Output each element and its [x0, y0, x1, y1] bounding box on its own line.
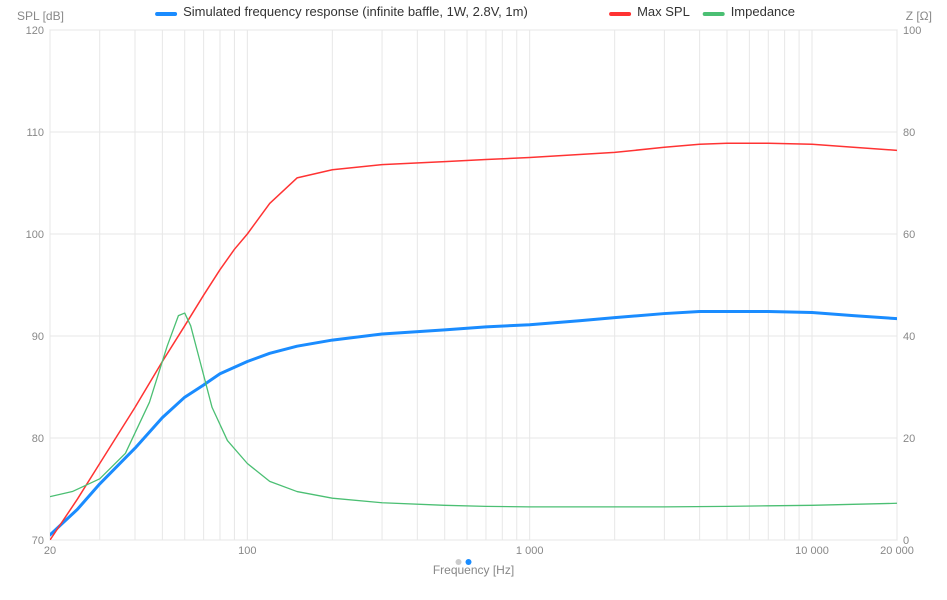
- y-right-tick-label: 0: [903, 535, 909, 547]
- y-right-tick-label: 20: [903, 433, 915, 445]
- legend-label[interactable]: Impedance: [731, 4, 795, 19]
- y-right-tick-label: 60: [903, 229, 915, 241]
- y-left-tick-label: 110: [26, 127, 44, 139]
- chart-svg: 201001 00010 00020 000Frequency [Hz]7080…: [0, 0, 947, 600]
- pager-dot-inactive[interactable]: [456, 559, 462, 565]
- legend-swatch[interactable]: [609, 12, 631, 16]
- y-right-axis-label: Z [Ω]: [906, 9, 932, 23]
- y-left-axis-label: SPL [dB]: [17, 9, 64, 23]
- legend-swatch[interactable]: [155, 12, 177, 16]
- x-tick-label: 1 000: [516, 545, 544, 557]
- y-right-tick-label: 40: [903, 331, 915, 343]
- y-left-tick-label: 80: [32, 433, 44, 445]
- y-left-tick-label: 70: [32, 535, 44, 547]
- y-left-tick-label: 120: [26, 25, 44, 37]
- x-tick-label: 20: [44, 545, 56, 557]
- legend-label[interactable]: Simulated frequency response (infinite b…: [183, 4, 528, 19]
- pager-dot-active[interactable]: [466, 559, 472, 565]
- plot-area: [50, 30, 897, 540]
- x-axis-label: Frequency [Hz]: [433, 563, 514, 577]
- y-left-tick-label: 100: [26, 229, 44, 241]
- x-tick-label: 100: [238, 545, 256, 557]
- x-tick-label: 10 000: [795, 545, 829, 557]
- y-right-tick-label: 80: [903, 127, 915, 139]
- y-left-tick-label: 90: [32, 331, 44, 343]
- y-right-tick-label: 100: [903, 25, 921, 37]
- chart-root: 201001 00010 00020 000Frequency [Hz]7080…: [0, 0, 947, 600]
- legend-swatch[interactable]: [703, 12, 725, 16]
- legend-label[interactable]: Max SPL: [637, 4, 690, 19]
